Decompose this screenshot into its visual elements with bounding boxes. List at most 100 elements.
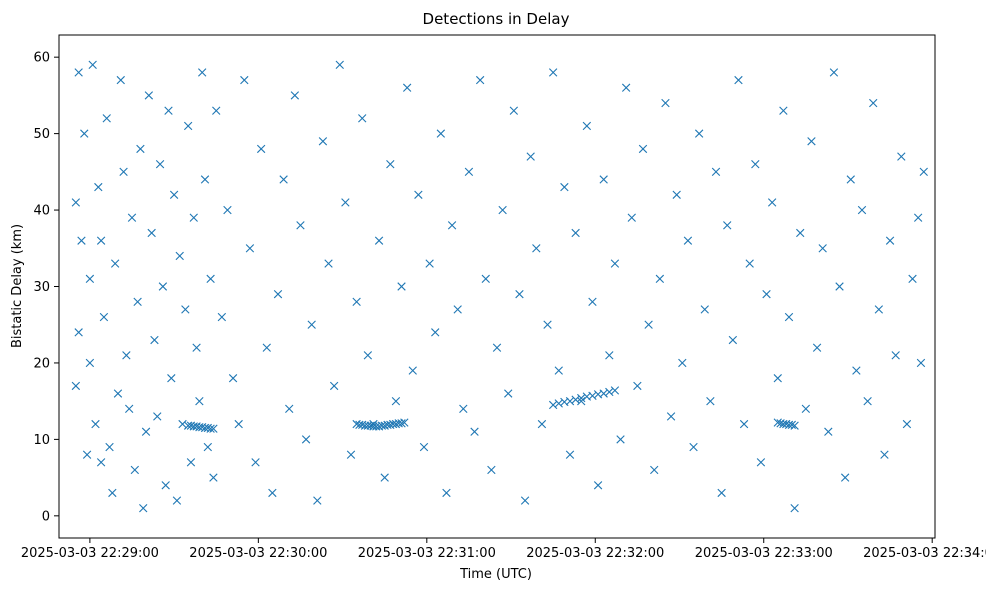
- detection-point: [582, 121, 592, 131]
- detection-point: [77, 236, 86, 245]
- detection-point: [605, 387, 614, 397]
- detection-point: [240, 75, 249, 85]
- detection-point: [195, 396, 204, 406]
- detection-point: [186, 458, 196, 467]
- detection-point: [515, 289, 524, 299]
- detection-point: [447, 221, 457, 230]
- detection-point: [577, 393, 586, 403]
- detection-point: [537, 419, 547, 429]
- chart-title: Detections in Delay: [423, 10, 570, 28]
- detection-point: [498, 205, 507, 215]
- y-tick-label: 50: [33, 127, 50, 142]
- detection-point: [352, 297, 361, 306]
- detection-point: [102, 114, 111, 123]
- detection-point: [127, 213, 137, 222]
- detection-point: [762, 289, 771, 299]
- detection-point: [189, 213, 198, 222]
- detection-point: [734, 75, 743, 85]
- detection-point: [599, 175, 608, 184]
- detection-point: [666, 412, 676, 421]
- detection-point: [335, 60, 344, 70]
- detection-point: [144, 91, 154, 100]
- detection-point: [807, 137, 816, 146]
- detection-point: [913, 213, 923, 222]
- detection-point: [655, 274, 665, 284]
- detection-point: [85, 358, 95, 368]
- detection-point: [891, 351, 900, 360]
- detection-point: [599, 389, 608, 398]
- detection-point: [908, 274, 917, 284]
- detection-point: [125, 404, 134, 413]
- detection-point: [262, 343, 271, 352]
- detection-point: [223, 205, 232, 215]
- detection-point: [245, 244, 255, 253]
- detection-point: [857, 205, 867, 215]
- detection-point: [192, 343, 201, 352]
- detection-point: [96, 236, 106, 245]
- detection-point: [183, 121, 193, 131]
- detection-point: [728, 335, 738, 345]
- detection-point: [638, 144, 648, 154]
- detection-point: [324, 259, 333, 268]
- detection-point: [694, 129, 704, 138]
- detection-point: [133, 297, 142, 306]
- detection-point: [307, 320, 316, 329]
- detection-point: [852, 366, 861, 375]
- y-tick-label: 20: [33, 356, 50, 371]
- detection-point: [571, 395, 580, 404]
- detection-point: [206, 274, 215, 284]
- detection-point: [161, 481, 170, 490]
- detection-point: [787, 420, 796, 430]
- detection-point: [453, 305, 462, 314]
- detection-point: [150, 335, 159, 345]
- detection-point: [119, 167, 128, 177]
- detection-point: [141, 427, 151, 436]
- detection-point: [459, 404, 468, 413]
- detection-point: [700, 305, 709, 314]
- detection-point: [756, 458, 766, 467]
- detection-point: [717, 488, 726, 498]
- x-tick-label: 2025-03-03 22:30:00: [189, 546, 327, 561]
- detection-point: [554, 399, 563, 408]
- detection-point: [739, 419, 749, 429]
- x-tick-label: 2025-03-03 22:33:00: [695, 546, 833, 561]
- detection-point: [397, 419, 406, 428]
- detection-point: [425, 259, 434, 268]
- detection-point: [110, 259, 120, 268]
- detection-point: [723, 221, 732, 230]
- detection-point: [487, 465, 496, 475]
- detection-point: [169, 190, 179, 199]
- detection-point: [818, 244, 827, 253]
- detection-point: [767, 198, 777, 207]
- detection-point: [358, 114, 367, 123]
- detection-point: [560, 182, 569, 192]
- detection-point: [341, 198, 350, 207]
- detection-point: [91, 419, 100, 429]
- detection-point: [279, 175, 288, 184]
- detection-point: [475, 75, 485, 85]
- detection-point: [318, 137, 328, 146]
- detection-point: [85, 274, 95, 284]
- detection-point: [790, 503, 799, 513]
- detection-point: [431, 328, 440, 337]
- x-tick-label: 2025-03-03 22:32:00: [526, 546, 664, 561]
- detection-point: [147, 228, 156, 238]
- x-tick-label: 2025-03-03 22:34:00: [863, 546, 986, 561]
- detection-point: [329, 381, 339, 391]
- x-axis: 2025-03-03 22:29:00 2025-03-03 22:30:00 20…: [21, 538, 986, 561]
- detection-point: [565, 396, 575, 406]
- detection-point: [902, 419, 912, 429]
- detection-point: [71, 198, 81, 207]
- detection-point: [571, 228, 580, 238]
- detection-point: [99, 312, 109, 322]
- detection-point: [158, 282, 168, 291]
- detection-point: [172, 496, 182, 505]
- y-tick-label: 30: [33, 280, 50, 295]
- detection-point: [268, 488, 277, 498]
- detection-point: [296, 221, 305, 230]
- detection-point: [209, 473, 218, 482]
- detection-point: [209, 424, 218, 433]
- detection-point: [711, 167, 721, 177]
